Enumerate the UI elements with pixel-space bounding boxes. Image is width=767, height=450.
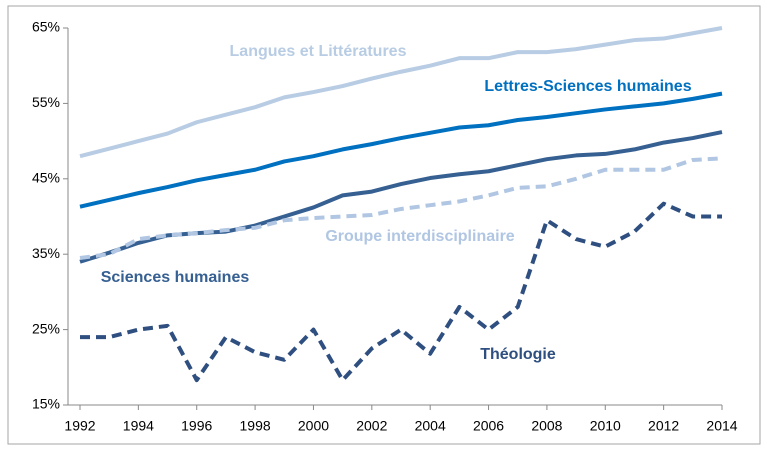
y-tick-label: 15% [32,396,60,412]
x-tick-label: 2002 [356,418,387,434]
y-tick-label: 65% [32,19,60,35]
x-tick-label: 1996 [181,418,212,434]
y-tick-label: 35% [32,245,60,261]
series-line [79,130,723,264]
frame [7,5,761,445]
x-tick-label: 2004 [415,418,446,434]
series-label: Groupe interdisciplinaire [325,228,514,245]
x-tick-label: 2006 [473,418,504,434]
series-label: Théologie [480,346,556,363]
series-label: Langues et Littératures [230,43,407,60]
x-tick-label: 1992 [64,418,95,434]
x-tick-label: 1994 [123,418,154,434]
y-tick-label: 45% [32,170,60,186]
x-tick-label: 2012 [648,418,679,434]
x-tick-label: 2014 [706,418,737,434]
y-tick-label: 25% [32,320,60,336]
series-line [79,26,723,159]
series-label: Lettres-Sciences humaines [484,78,691,95]
x-tick-label: 2000 [298,418,329,434]
series-line [79,91,723,209]
x-tick-label: 2010 [590,418,621,434]
y-tick-label: 55% [32,94,60,110]
series-line [79,156,723,260]
x-tick-label: 2008 [531,418,562,434]
series-label: Sciences humaines [101,269,250,286]
series-line [80,201,722,383]
x-tick-label: 1998 [240,418,271,434]
